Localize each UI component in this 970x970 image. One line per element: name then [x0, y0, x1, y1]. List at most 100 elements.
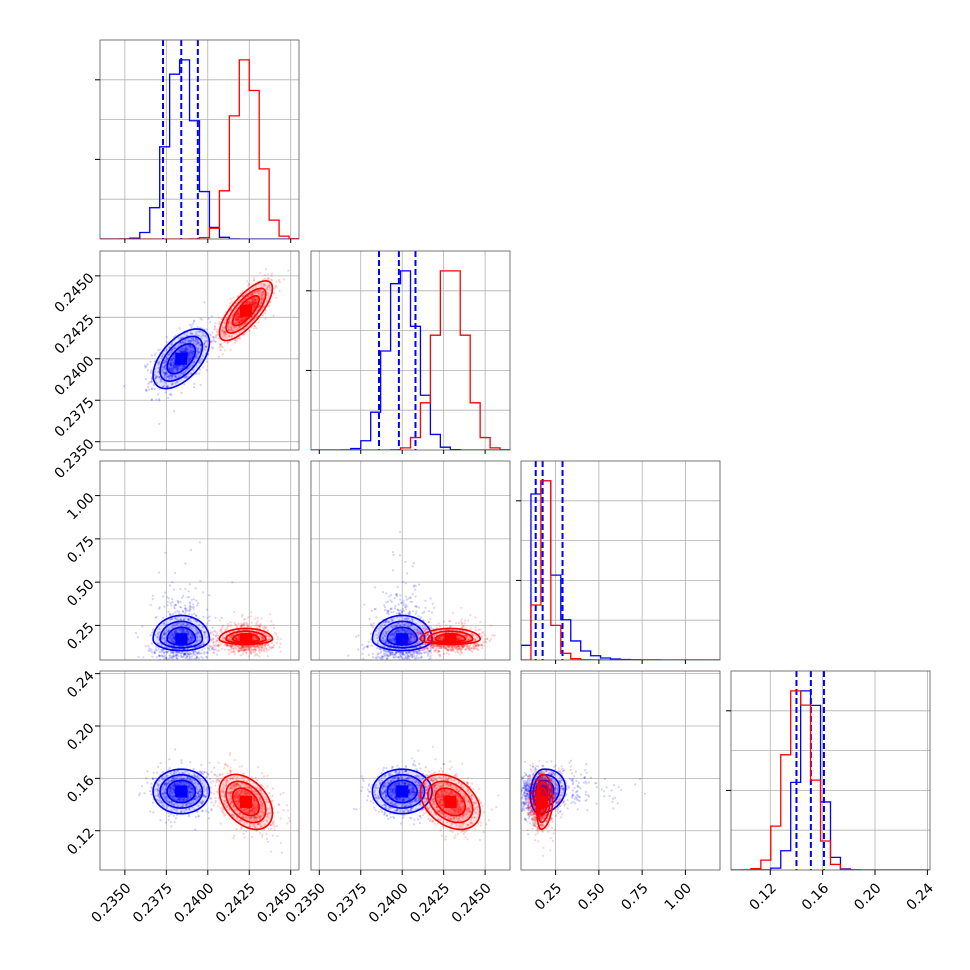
sample-point	[211, 347, 215, 350]
sample-point	[417, 615, 420, 618]
sample-point	[215, 643, 218, 647]
sample-point	[190, 639, 193, 642]
sample-point	[164, 381, 167, 384]
sample-point	[265, 648, 268, 651]
sample-point	[412, 562, 415, 565]
sample-point	[266, 273, 269, 276]
sample-point	[170, 656, 173, 659]
sample-point	[225, 333, 228, 336]
sample-point	[379, 657, 382, 660]
sample-point	[175, 654, 178, 658]
sample-point	[214, 634, 218, 637]
sample-point	[193, 319, 196, 322]
sample-point	[202, 332, 205, 335]
sample-point	[174, 623, 177, 627]
sample-point	[242, 623, 245, 626]
sample-point	[192, 651, 195, 654]
sample-point	[396, 625, 399, 628]
sample-point	[255, 644, 258, 648]
sample-point	[229, 297, 232, 301]
sample-point	[244, 322, 247, 325]
sample-point	[177, 375, 180, 378]
sample-point	[258, 290, 261, 293]
sample-point	[384, 631, 387, 634]
sample-point	[134, 631, 138, 635]
sample-point	[426, 651, 429, 654]
sample-point	[162, 637, 165, 640]
sample-point	[429, 657, 432, 660]
sample-point	[164, 375, 167, 378]
sample-point	[162, 622, 165, 625]
sample-point	[408, 655, 411, 658]
sample-point	[164, 372, 167, 375]
sample-point	[186, 344, 189, 347]
sample-point	[226, 644, 229, 647]
sample-point	[385, 601, 388, 604]
sample-point	[387, 630, 390, 633]
sample-point	[431, 646, 434, 649]
sample-point	[231, 644, 234, 647]
sample-point	[203, 647, 206, 650]
sample-point	[255, 653, 258, 656]
sample-point	[253, 306, 256, 309]
sample-point	[386, 650, 389, 653]
sample-point	[236, 317, 239, 320]
sample-point	[158, 654, 161, 658]
sample-point	[249, 301, 252, 304]
sample-point	[179, 336, 183, 339]
sample-point	[404, 655, 407, 658]
sample-point	[169, 643, 172, 646]
sample-point	[411, 655, 414, 659]
sample-point	[205, 346, 208, 349]
sample-point	[235, 637, 238, 640]
sample-point	[169, 602, 172, 605]
sample-point	[242, 318, 245, 321]
sample-point	[420, 656, 423, 659]
sample-point	[216, 653, 219, 656]
sample-point	[418, 583, 421, 586]
sample-point	[395, 655, 398, 658]
sample-point	[221, 328, 224, 332]
sample-point	[399, 653, 402, 657]
blue-contour	[152, 614, 211, 652]
sample-point	[379, 656, 382, 659]
sample-point	[395, 593, 398, 596]
sample-point	[160, 637, 163, 641]
sample-point	[239, 292, 243, 295]
sample-point	[209, 644, 212, 648]
sample-point	[189, 351, 192, 354]
sample-point	[362, 647, 365, 651]
sample-point	[260, 291, 263, 295]
sample-point	[164, 372, 167, 375]
sample-point	[259, 644, 262, 648]
sample-point	[410, 654, 413, 657]
sample-point	[150, 388, 153, 391]
sample-point	[391, 639, 394, 642]
sample-point	[387, 650, 390, 653]
sample-point	[270, 620, 273, 623]
sample-point	[402, 652, 405, 655]
sample-point	[154, 377, 157, 380]
sample-point	[179, 350, 182, 353]
sample-point	[410, 617, 414, 620]
sample-point	[458, 647, 461, 651]
sample-point	[430, 661, 432, 663]
sample-point	[390, 625, 393, 628]
sample-point	[229, 621, 232, 624]
sample-point	[402, 628, 405, 631]
sample-point	[211, 630, 214, 634]
sample-point	[427, 652, 430, 656]
sample-point	[252, 293, 255, 296]
sample-point	[231, 644, 234, 647]
sample-point	[214, 630, 217, 633]
sample-point	[172, 357, 176, 360]
sample-point	[160, 635, 164, 638]
sample-point	[408, 652, 411, 655]
sample-point	[230, 334, 233, 337]
sample-point	[272, 644, 276, 647]
sample-point	[166, 651, 169, 654]
sample-point	[235, 319, 239, 322]
sample-point	[192, 337, 195, 340]
sample-point	[249, 652, 252, 655]
sample-point	[163, 660, 165, 662]
